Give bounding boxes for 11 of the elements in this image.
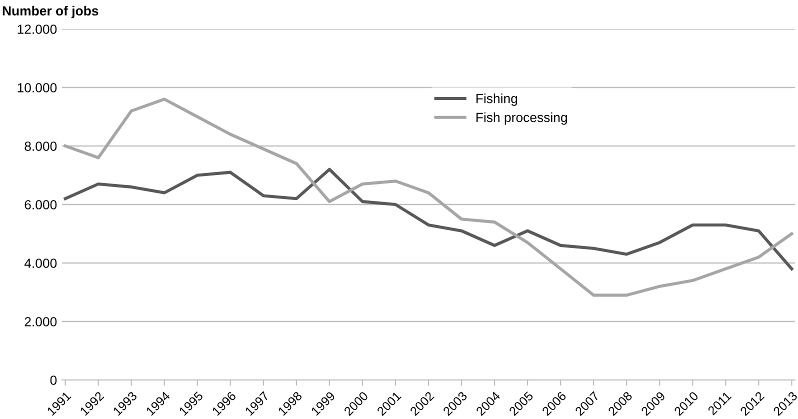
y-tick-label: 12.000 [18, 24, 57, 34]
y-tick-label: 6.000 [24, 200, 57, 210]
y-tick-label: 4.000 [24, 258, 57, 268]
y-tick-label: 8.000 [24, 142, 57, 151]
y-tick-label: 10.000 [18, 83, 57, 92]
y-tick-label: 2.000 [24, 317, 57, 326]
legend-label: Fish processing [476, 112, 567, 125]
y-axis-title: Number of jobs [2, 6, 98, 18]
line-series [64, 168, 794, 270]
legend-label: Fishing [476, 94, 518, 106]
y-tick-label: 0 [50, 376, 57, 385]
